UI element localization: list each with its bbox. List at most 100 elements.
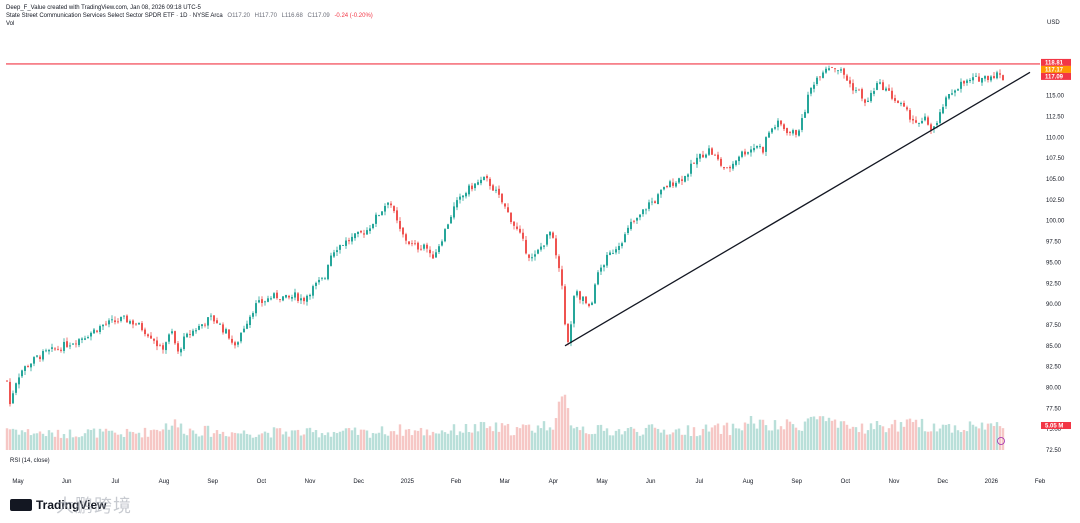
- volume-bar: [878, 425, 882, 450]
- candle-body: [660, 189, 662, 195]
- volume-bar: [920, 418, 924, 450]
- volume-bar: [197, 436, 201, 450]
- candle-body: [807, 94, 809, 114]
- event-marker-icon[interactable]: [997, 437, 1005, 445]
- candle-body: [81, 338, 83, 340]
- candle-body: [480, 179, 482, 184]
- volume-bar: [488, 426, 492, 450]
- candle-body: [186, 333, 188, 337]
- volume-bar: [737, 428, 741, 450]
- volume-bar: [725, 422, 729, 450]
- volume-bar: [8, 429, 12, 450]
- author-line: Deep_F_Value created with TradingView.co…: [6, 5, 201, 11]
- candle-body: [105, 323, 107, 325]
- volume-bar: [305, 428, 309, 450]
- candle-body: [210, 315, 212, 317]
- volume-bar: [29, 435, 33, 450]
- candle-body: [222, 324, 224, 333]
- volume-bar: [668, 434, 672, 450]
- candle-body: [57, 348, 59, 350]
- volume-bar: [68, 429, 72, 450]
- volume-bar: [272, 427, 276, 450]
- candle-body: [354, 233, 356, 239]
- candle-body: [345, 240, 347, 246]
- volume-bar: [38, 431, 42, 450]
- volume-bar: [32, 433, 36, 450]
- volume-bar: [122, 436, 126, 450]
- candle-body: [984, 76, 986, 79]
- candle-body: [939, 112, 941, 123]
- volume-bar: [362, 429, 366, 450]
- volume-bar: [482, 422, 486, 450]
- candle-body: [324, 278, 326, 280]
- candle-body: [246, 323, 248, 329]
- candle-body: [978, 76, 980, 82]
- y-tick-label: 95.00: [1046, 260, 1062, 266]
- candle-body: [378, 215, 380, 217]
- volume-bar: [278, 428, 282, 450]
- candle-body: [624, 234, 626, 243]
- candle-body: [729, 166, 731, 169]
- candle-body: [54, 348, 56, 350]
- candle-body: [180, 348, 182, 353]
- volume-bar: [638, 435, 642, 450]
- candle-body: [135, 323, 137, 325]
- volume-bar: [92, 428, 96, 450]
- candle-body: [804, 112, 806, 118]
- candle-body: [117, 321, 119, 323]
- candle-body: [630, 221, 632, 230]
- time-axis[interactable]: May Jun Jul Aug Sep Oct Nov Dec 2025 Feb Mar Apr May…: [12, 479, 1046, 485]
- volume-bar: [296, 429, 300, 450]
- candle-body: [90, 332, 92, 337]
- volume-bar: [665, 434, 669, 450]
- candle-body: [213, 315, 215, 322]
- volume-bar: [371, 433, 375, 450]
- candle-body: [801, 118, 803, 130]
- candle-body: [84, 338, 86, 340]
- candle-body: [702, 154, 704, 158]
- volume-bar: [512, 435, 516, 450]
- volume-bar: [839, 421, 843, 450]
- candle-body: [696, 157, 698, 165]
- candle-body: [750, 149, 752, 153]
- x-tick-label: Oct: [257, 479, 267, 485]
- volume-bar: [815, 419, 819, 450]
- volume-bar: [899, 422, 903, 450]
- volume-bar: [575, 426, 579, 450]
- volume-bar: [80, 436, 84, 450]
- volume-bar: [266, 432, 270, 450]
- candle-body: [501, 193, 503, 203]
- price-axis[interactable]: 117.50115.00112.50110.00107.50105.00102.…: [1046, 73, 1065, 454]
- candle-body: [786, 128, 788, 134]
- candle-body: [567, 323, 569, 342]
- volume-bar: [608, 435, 612, 450]
- candle-body: [915, 120, 917, 123]
- candle-body: [597, 272, 599, 285]
- candle-body: [189, 334, 191, 335]
- candle-body: [522, 232, 524, 239]
- x-tick-label: Feb: [1035, 479, 1046, 485]
- candle-body: [207, 317, 209, 326]
- volume-bar: [479, 421, 483, 450]
- volume-bar: [125, 428, 129, 450]
- volume-bar: [344, 428, 348, 450]
- volume-bar: [11, 428, 15, 450]
- price-tag-box: [1041, 65, 1071, 73]
- candle-body: [507, 207, 509, 213]
- volume-bar: [281, 434, 285, 450]
- candle-body: [225, 329, 227, 334]
- volume-bar: [734, 428, 738, 450]
- volume-bar: [641, 434, 645, 450]
- volume-bar: [692, 427, 696, 450]
- candle-body: [339, 245, 341, 250]
- volume-bar: [659, 432, 663, 450]
- candle-body: [534, 254, 536, 257]
- candle-body: [825, 68, 827, 73]
- volume-bar: [689, 436, 693, 450]
- volume-bar: [308, 427, 312, 450]
- x-tick-label: Dec: [353, 479, 364, 485]
- y-tick-label: 90.00: [1046, 302, 1062, 308]
- candle-body: [144, 329, 146, 335]
- candle-body: [192, 330, 194, 336]
